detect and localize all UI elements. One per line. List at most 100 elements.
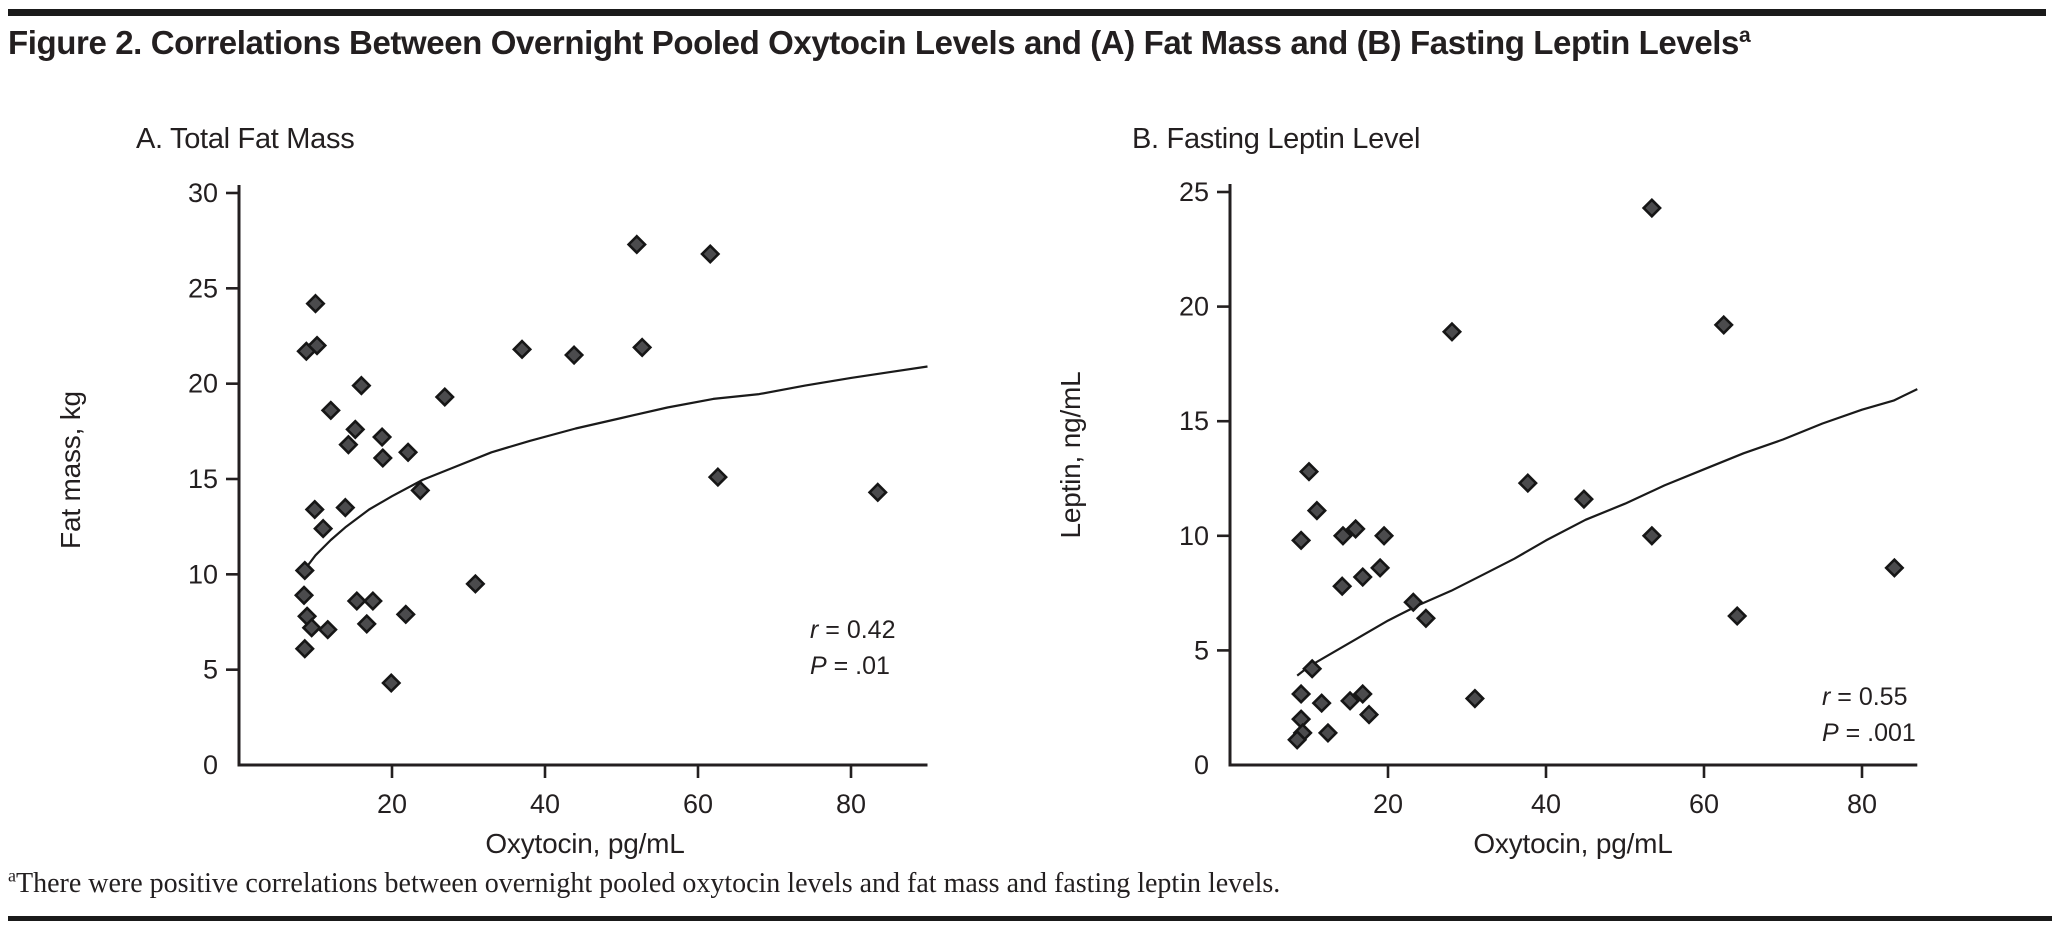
- data-point: [1302, 658, 1323, 679]
- data-point: [1713, 314, 1734, 335]
- y-tick-label: 10: [1179, 521, 1209, 551]
- data-point: [1352, 567, 1373, 588]
- data-point: [381, 672, 402, 694]
- data-point: [398, 442, 419, 463]
- data-point: [294, 560, 315, 581]
- y-tick-label: 15: [1179, 406, 1209, 436]
- figure-title-superscript: a: [1739, 24, 1751, 47]
- data-point: [317, 619, 338, 640]
- data-point: [512, 339, 533, 360]
- panel-b-y-axis-label: Leptin, ng/mL: [1055, 371, 1086, 538]
- data-point: [345, 419, 366, 440]
- data-point: [410, 480, 431, 501]
- footnote-text: There were positive correlations between…: [16, 868, 1281, 899]
- figure-title: Figure 2. Correlations Between Overnight…: [8, 24, 2052, 62]
- data-point: [1332, 525, 1354, 546]
- data-point: [867, 482, 888, 503]
- data-point: [338, 434, 359, 455]
- p-value-annotation: P = .001: [1822, 719, 1916, 747]
- data-point: [626, 234, 647, 255]
- p-value-annotation: P = .01: [810, 652, 890, 680]
- data-point: [372, 427, 393, 448]
- panel-a: A. Total Fat Mass Fat mass, kg Oxytocin,…: [55, 123, 928, 859]
- data-point: [632, 337, 653, 358]
- x-tick-label: 40: [1531, 789, 1561, 819]
- data-point: [1332, 576, 1353, 597]
- y-tick-label: 30: [188, 178, 218, 208]
- data-point: [294, 638, 315, 659]
- x-tick-label: 60: [683, 789, 713, 819]
- y-tick-label: 25: [188, 273, 218, 303]
- data-point: [434, 386, 455, 408]
- panel-b-title: B. Fasting Leptin Level: [1132, 123, 1420, 155]
- x-tick-label: 80: [1847, 789, 1877, 819]
- data-point: [1306, 500, 1327, 521]
- data-point: [313, 518, 334, 539]
- r-value-annotation: r = 0.42: [810, 616, 895, 644]
- panel-b: B. Fasting Leptin Level Leptin, ng/mL Ox…: [1055, 123, 1918, 859]
- data-point: [1727, 605, 1748, 627]
- data-point: [351, 375, 372, 396]
- y-tick-label: 5: [203, 655, 218, 685]
- data-point: [465, 573, 486, 594]
- x-tick-label: 20: [377, 789, 407, 819]
- y-tick-label: 20: [188, 369, 218, 399]
- y-tick-label: 0: [203, 750, 218, 780]
- y-tick-label: 25: [1179, 177, 1209, 207]
- data-point: [362, 590, 383, 612]
- data-point: [1370, 557, 1391, 578]
- data-point: [1291, 530, 1312, 551]
- data-point: [1287, 729, 1308, 750]
- data-point: [395, 604, 416, 625]
- x-tick-label: 80: [836, 789, 866, 819]
- data-point: [1298, 461, 1320, 482]
- data-point: [1317, 722, 1338, 743]
- footnote-superscript: a: [8, 865, 16, 886]
- data-point: [301, 617, 322, 638]
- data-point: [356, 613, 377, 634]
- y-tick-label: 0: [1194, 750, 1209, 780]
- panel-b-plot-area: 0 5 10 15 20 25 20 40 60 80 r = 0.55 P = .001: [1179, 177, 1918, 819]
- data-point: [707, 467, 728, 488]
- data-point: [320, 400, 341, 421]
- panel-a-y-axis-label: Fat mass, kg: [55, 391, 86, 549]
- data-point: [1311, 693, 1332, 714]
- r-value-annotation: r = 0.55: [1822, 683, 1907, 711]
- data-point: [1441, 321, 1463, 342]
- footnote: aThere were positive correlations betwee…: [8, 865, 2052, 900]
- data-point: [293, 585, 315, 606]
- y-tick-label: 5: [1194, 635, 1209, 665]
- data-point: [346, 590, 367, 612]
- data-point: [335, 497, 356, 518]
- data-point: [1403, 592, 1424, 613]
- data-point: [1517, 473, 1538, 494]
- data-point: [1345, 518, 1366, 539]
- data-point: [1291, 683, 1312, 704]
- data-point: [304, 499, 325, 520]
- y-tick-label: 20: [1179, 292, 1209, 322]
- data-point: [1641, 198, 1662, 219]
- x-tick-label: 60: [1689, 789, 1719, 819]
- figure-title-text: Figure 2. Correlations Between Overnight…: [8, 24, 1739, 61]
- x-tick-label: 40: [530, 789, 560, 819]
- data-point: [1340, 690, 1361, 711]
- trend-line: [303, 365, 928, 572]
- data-point: [372, 447, 393, 469]
- y-tick-label: 10: [188, 559, 218, 589]
- data-point: [564, 345, 585, 366]
- data-point: [1415, 608, 1436, 629]
- data-point: [305, 293, 326, 314]
- data-point: [1352, 683, 1373, 704]
- panel-b-x-axis-label: Oxytocin, pg/mL: [1473, 828, 1672, 859]
- data-point: [1374, 525, 1395, 546]
- data-point: [1884, 557, 1905, 578]
- panel-a-x-axis-label: Oxytocin, pg/mL: [485, 828, 684, 859]
- trend-line: [1296, 388, 1918, 677]
- bottom-rule: [8, 916, 2052, 921]
- panel-a-title: A. Total Fat Mass: [136, 123, 354, 155]
- data-point: [700, 243, 721, 265]
- data-point: [1359, 704, 1380, 725]
- data-point: [1464, 688, 1485, 709]
